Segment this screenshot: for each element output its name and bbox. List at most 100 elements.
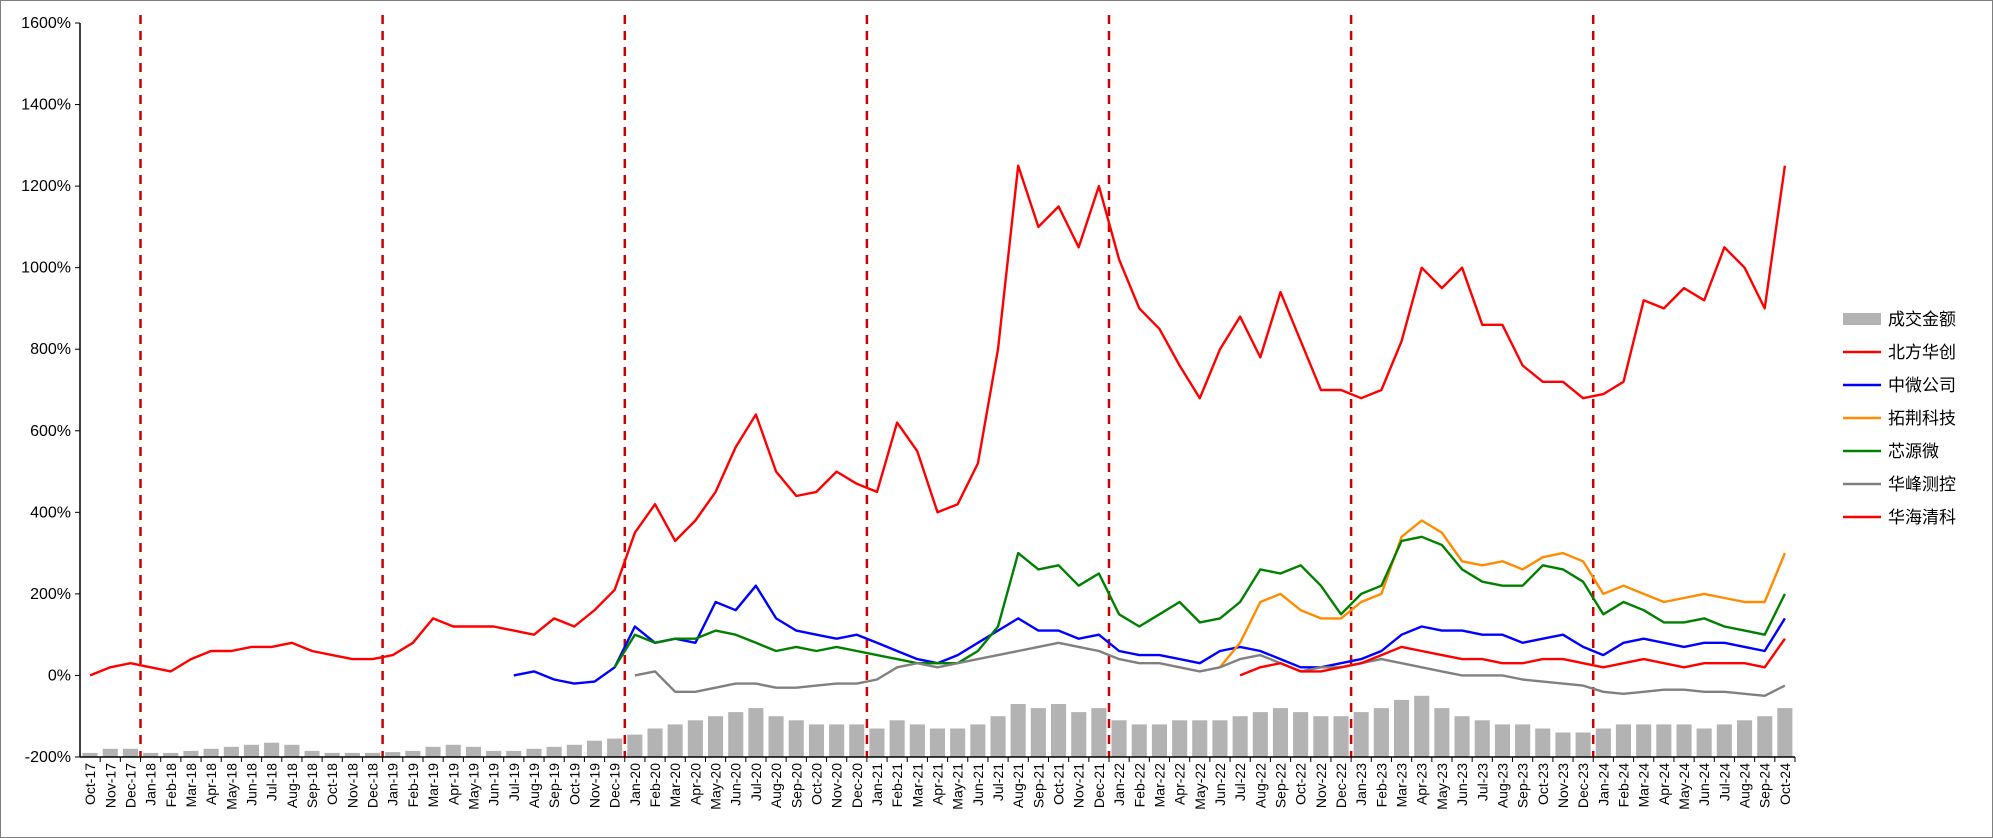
volume-bar-17 <box>425 746 441 757</box>
legend-label-0: 成交金额 <box>1888 310 1956 330</box>
volume-bar-59 <box>1272 708 1288 757</box>
volume-bar-80 <box>1696 728 1712 757</box>
volume-bar-82 <box>1737 720 1753 757</box>
volume-bar-26 <box>607 738 623 757</box>
x-tick-label-19: May-19 <box>465 763 481 810</box>
x-tick-label-6: Apr-18 <box>203 763 219 805</box>
volume-bar-44 <box>970 724 986 757</box>
x-tick-label-35: Sep-20 <box>788 763 804 808</box>
volume-bar-2 <box>122 748 138 757</box>
x-tick-label-10: Aug-18 <box>284 763 300 808</box>
x-tick-label-64: Feb-23 <box>1373 763 1389 808</box>
volume-bar-37 <box>829 724 845 757</box>
volume-bar-67 <box>1434 708 1450 757</box>
x-tick-label-56: Jun-22 <box>1212 763 1228 806</box>
volume-bar-58 <box>1252 712 1268 757</box>
x-tick-label-43: May-21 <box>950 763 966 810</box>
x-tick-label-45: Jul-21 <box>990 763 1006 801</box>
axes: 1600% 1400% 1200% 1000% 800% 600% 400% 200% 0% -2… <box>21 15 1796 810</box>
x-tick-label-23: Sep-19 <box>546 763 562 808</box>
volume-bar-54 <box>1172 720 1188 757</box>
volume-bar-55 <box>1192 720 1208 757</box>
x-tick-label-52: Feb-22 <box>1131 763 1147 808</box>
volume-bar-42 <box>929 728 945 757</box>
volume-bar-62 <box>1333 716 1349 757</box>
x-tick-label-18: Apr-19 <box>445 763 461 805</box>
x-tick-label-13: Nov-18 <box>344 763 360 808</box>
x-tick-label-84: Oct-24 <box>1777 763 1793 805</box>
volume-bar-83 <box>1757 716 1773 757</box>
series-line-4 <box>634 641 1786 697</box>
y-tick-label-5: 600% <box>30 423 71 440</box>
x-tick-label-37: Nov-20 <box>829 763 845 808</box>
volume-bar-39 <box>869 728 885 757</box>
volume-bar-73 <box>1555 732 1571 757</box>
x-tick-label-75: Jan-24 <box>1595 763 1611 806</box>
x-tick-label-70: Aug-23 <box>1494 763 1510 808</box>
volume-bar-61 <box>1313 716 1329 757</box>
x-tick-label-60: Oct-22 <box>1293 763 1309 805</box>
x-tick-label-76: Feb-24 <box>1616 763 1632 808</box>
x-tick-label-0: Oct-17 <box>82 763 98 805</box>
x-tick-label-21: Jul-19 <box>506 763 522 801</box>
volume-bar-8 <box>243 744 259 757</box>
series-lines <box>89 164 1787 697</box>
volume-bar-32 <box>728 712 744 757</box>
volume-bar-48 <box>1051 704 1067 757</box>
volume-bar-14 <box>365 752 381 757</box>
volume-bar-18 <box>445 744 461 757</box>
x-tick-label-4: Feb-18 <box>163 763 179 808</box>
volume-bar-31 <box>708 716 724 757</box>
volume-bar-6 <box>203 748 219 757</box>
volume-bar-76 <box>1615 724 1631 757</box>
x-tick-label-28: Feb-20 <box>647 763 663 808</box>
volume-bar-69 <box>1474 720 1490 757</box>
legend-label-6: 华海清科 <box>1888 508 1956 528</box>
volume-bar-4 <box>163 752 179 757</box>
x-tick-label-68: Jun-23 <box>1454 763 1470 806</box>
y-tick-label-0: 1600% <box>21 15 71 32</box>
volume-bar-9 <box>264 742 280 757</box>
x-tick-label-29: Mar-20 <box>667 763 683 808</box>
x-tick-label-2: Dec-17 <box>122 763 138 808</box>
legend-label-2: 中微公司 <box>1888 376 1956 396</box>
volume-bar-40 <box>889 720 905 757</box>
x-tick-label-77: Mar-24 <box>1636 763 1652 808</box>
x-tick-label-48: Oct-21 <box>1051 763 1067 805</box>
legend-swatch-0 <box>1843 313 1881 325</box>
x-tick-label-30: Apr-20 <box>687 763 703 805</box>
volume-bar-24 <box>566 744 582 757</box>
x-tick-label-1: Nov-17 <box>102 763 118 808</box>
x-tick-label-83: Sep-24 <box>1757 763 1773 808</box>
volume-bar-68 <box>1454 716 1470 757</box>
x-tick-label-33: Jul-20 <box>748 763 764 801</box>
x-tick-label-72: Oct-23 <box>1535 763 1551 805</box>
x-tick-label-59: Sep-22 <box>1273 763 1289 808</box>
x-tick-label-47: Sep-21 <box>1030 763 1046 808</box>
series-line-0 <box>89 164 1787 677</box>
y-tick-label-7: 200% <box>30 586 71 603</box>
volume-bar-27 <box>627 734 643 757</box>
x-tick-label-54: Apr-22 <box>1172 763 1188 805</box>
y-tick-label-8: 0% <box>48 667 71 684</box>
x-tick-label-69: Jul-23 <box>1474 763 1490 801</box>
volume-bar-50 <box>1091 708 1107 757</box>
y-tick-label-2: 1200% <box>21 178 71 195</box>
x-tick-label-38: Dec-20 <box>849 763 865 808</box>
x-tick-label-31: May-20 <box>708 763 724 810</box>
x-tick-label-55: May-22 <box>1192 763 1208 810</box>
volume-bar-3 <box>143 752 159 757</box>
x-tick-label-5: Mar-18 <box>183 763 199 808</box>
year-end-markers <box>139 15 1595 757</box>
x-tick-label-8: Jun-18 <box>244 763 260 806</box>
volume-bar-38 <box>849 724 865 757</box>
volume-bar-52 <box>1131 724 1147 757</box>
volume-bar-15 <box>385 752 401 757</box>
series-line-2 <box>1219 519 1787 669</box>
volume-bar-75 <box>1595 728 1611 757</box>
x-tick-label-50: Dec-21 <box>1091 763 1107 808</box>
series-line-1 <box>513 584 1786 685</box>
x-tick-label-73: Nov-23 <box>1555 763 1571 808</box>
